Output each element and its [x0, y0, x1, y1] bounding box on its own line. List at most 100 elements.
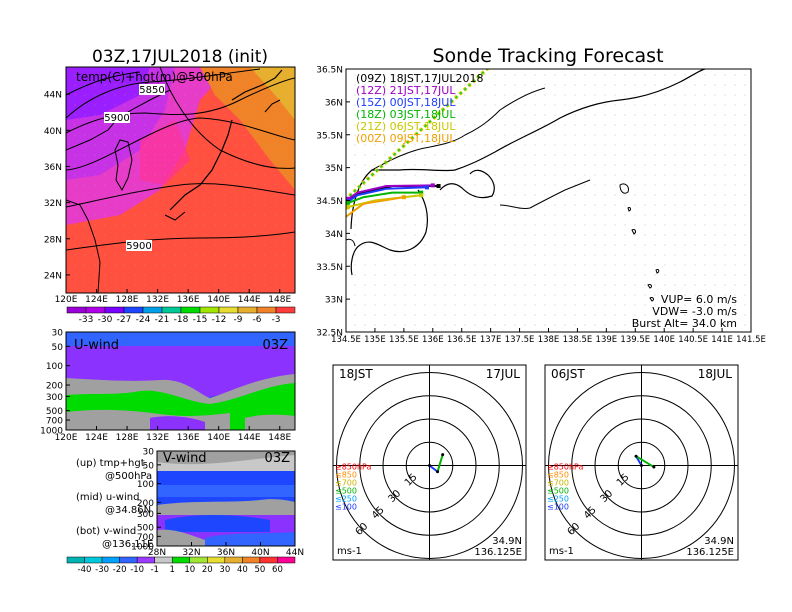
- colorbar-tick-label: -27: [117, 315, 132, 325]
- colorbar-swatch: [224, 556, 243, 564]
- pressure-tick-label: 500: [137, 524, 154, 534]
- hodograph-lon: 136.125E: [686, 547, 734, 558]
- lon-tick-label: 128E: [116, 295, 139, 305]
- hodograph-level-label: ≤500: [547, 487, 569, 496]
- hodograph-wind-point: [652, 465, 656, 469]
- contour-label: 5900: [104, 113, 129, 124]
- pressure-tick-label: 100: [137, 480, 154, 490]
- colorbar-swatch: [66, 306, 87, 314]
- lat-tick-label: 40N: [251, 548, 269, 558]
- lat-tick-label: 28N: [148, 548, 166, 558]
- colorbar-swatch: [275, 306, 296, 314]
- track-line: [346, 196, 405, 218]
- uwind-field: [66, 332, 295, 430]
- vdw-value: VDW= -3.0 m/s: [652, 305, 737, 318]
- uwind-time: 03Z: [263, 338, 289, 353]
- lon-tick-label: 124E: [85, 295, 108, 305]
- lon-tick-label: 135.5E: [389, 335, 419, 345]
- track-panel: (09Z) 18JST,17JUL2018(12Z) 21JST,17JUL(1…: [316, 66, 766, 346]
- hodograph-date: 17JUL: [486, 367, 521, 381]
- track-start-point: [341, 216, 346, 221]
- hodograph-level-label: ≤250: [547, 495, 569, 504]
- colorbar-tick-label: 50: [255, 565, 266, 575]
- colorbar-swatch: [242, 556, 261, 564]
- hodograph-wind-point: [428, 464, 431, 467]
- track-end-point: [425, 185, 429, 190]
- colorbar-swatch: [237, 306, 258, 314]
- colorbar-tick-label: -30: [98, 315, 113, 325]
- hodograph-time: 18JST: [339, 367, 373, 381]
- lon-tick-label: 124E: [85, 433, 108, 443]
- coastline: [499, 179, 591, 209]
- hodograph-wind-point: [436, 470, 440, 474]
- left-title: 03Z,17JUL2018 (init): [92, 47, 268, 67]
- track-end-point: [401, 195, 406, 200]
- lon-tick-label: 136E: [177, 295, 200, 305]
- colorbar-swatch: [256, 306, 277, 314]
- lat-tick-label: 35.5N: [316, 131, 343, 141]
- colorbar-swatch: [161, 306, 182, 314]
- lon-tick-label: 132E: [146, 295, 169, 305]
- panel-notes: (up) tmp+hgt @500hPa (mid) u-wind @34.86…: [76, 458, 153, 550]
- track-start-point: [346, 204, 351, 210]
- vwind-time: 03Z: [265, 451, 291, 466]
- coastline: [346, 238, 356, 247]
- lat-tick-label: 40N: [44, 127, 62, 137]
- vup-value: VUP= 6.0 m/s: [661, 293, 737, 306]
- track-lines: [341, 183, 441, 221]
- colorbar-swatch: [189, 556, 208, 564]
- colorbar-swatch: [154, 556, 173, 564]
- track-legend-entry: (21Z) 06JST,18JUL: [356, 120, 456, 133]
- island: [649, 296, 654, 302]
- pressure-tick-label: 100: [46, 362, 63, 372]
- colorbar-tick-label: -9: [234, 315, 243, 325]
- lon-tick-label: 120E: [55, 433, 78, 443]
- track-start-point: [346, 200, 351, 206]
- note-mid-line1: (mid) u-wind: [76, 492, 139, 503]
- colorbar-tick-label: -30: [95, 565, 109, 575]
- hodograph-lat: 34.9N: [704, 536, 734, 547]
- lon-tick-label: 140E: [207, 433, 230, 443]
- hodograph-level-label: ≤100: [547, 503, 569, 512]
- colorbar-swatch: [171, 556, 191, 564]
- lon-tick-label: 138E: [538, 335, 560, 345]
- hodograph-wind-point: [640, 464, 643, 467]
- pressure-tick-label: 300: [46, 393, 63, 403]
- pressure-tick-label: 1000: [131, 543, 154, 553]
- colorbar-swatch: [142, 306, 163, 314]
- uwind-label: U-wind: [74, 338, 119, 353]
- colorbar-swatch: [207, 556, 226, 564]
- lat-tick-label: 33N: [325, 296, 343, 306]
- lat-tick-label: 32N: [44, 199, 62, 209]
- track-legend-entry: (00Z) 09JST,18JUL: [356, 132, 456, 145]
- lon-tick-label: 135E: [364, 335, 386, 345]
- map500-panel: temp(C)+hgt(m)@500hPa 5850 5900 5900 44N…: [44, 66, 296, 325]
- colorbar-swatch: [218, 306, 239, 314]
- pressure-tick-label: 700: [46, 417, 63, 427]
- hodograph-lon: 136.125E: [474, 547, 522, 558]
- hodograph-level-label: ≤100: [335, 503, 357, 512]
- colorbar-tick-label: -24: [136, 315, 151, 325]
- hodograph-wind-point: [441, 453, 445, 457]
- island: [655, 268, 660, 274]
- hodograph-level-label: ≥850hPa: [547, 463, 584, 472]
- lon-tick-label: 138.5E: [563, 335, 593, 345]
- hodograph-date: 18JUL: [698, 367, 733, 381]
- hodograph-wind-segment: [635, 455, 655, 468]
- colorbar-tick-label: 1: [170, 565, 175, 575]
- colorbar-tick-label: -18: [174, 315, 189, 325]
- track-legend-entry: (12Z) 21JST,17JUL: [356, 84, 456, 97]
- pressure-tick-label: 200: [46, 382, 63, 392]
- lon-tick-label: 139E: [596, 335, 618, 345]
- pressure-tick-label: 30: [52, 329, 64, 339]
- map500-colorbar: -33 -30 -27 -24 -21 -18 -15 -12 -9 -6 -3: [66, 306, 296, 325]
- lat-tick-label: 36N: [44, 163, 62, 173]
- colorbar-tick-label: 40: [237, 565, 248, 575]
- lon-tick-label: 137E: [480, 335, 502, 345]
- lat-tick-label: 34.5N: [316, 197, 343, 207]
